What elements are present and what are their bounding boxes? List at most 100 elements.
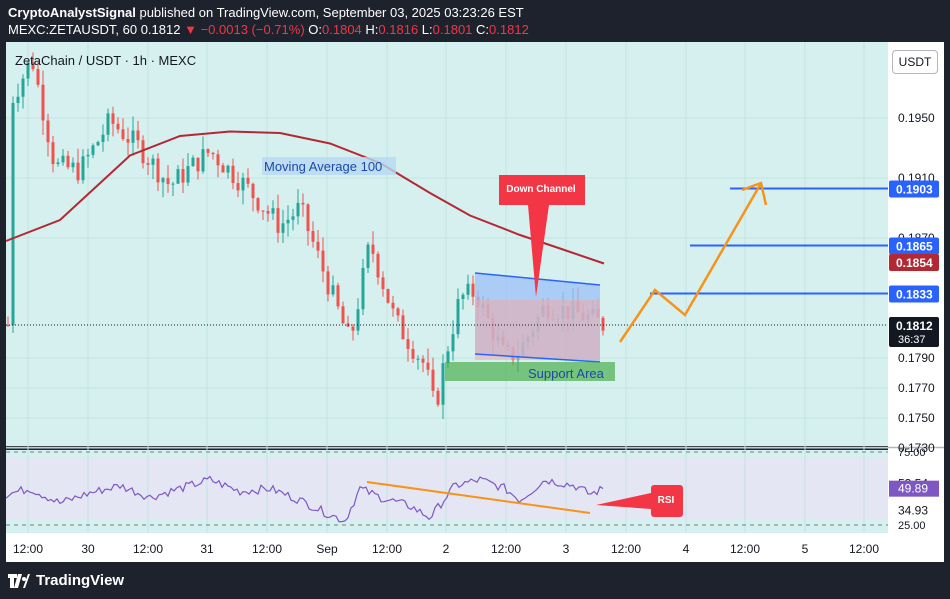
countdown-label: 36:37	[898, 334, 926, 346]
price-badge-value: 0.1903	[896, 183, 933, 197]
low-label: L:	[421, 22, 433, 37]
candle-body	[121, 129, 125, 140]
close-label: C:	[476, 22, 490, 37]
price-pane-bg	[6, 42, 888, 446]
overlays: Moving Average 100 Support Area Down Chann…	[5, 130, 888, 381]
candle-body	[76, 162, 80, 181]
candle-body	[311, 231, 315, 242]
brand-name: TradingView	[36, 572, 125, 589]
candle-body	[296, 202, 300, 217]
high-value: 0.1816	[378, 22, 419, 37]
candle-body	[196, 157, 200, 172]
price-tick-label: 0.1790	[898, 351, 935, 365]
candle-body	[56, 162, 60, 165]
candle-body	[91, 145, 95, 155]
price-tick-label: 0.1770	[898, 381, 935, 395]
candle-body	[181, 169, 185, 183]
candle-body	[256, 198, 260, 211]
header: CryptoAnalystSignal published on Trading…	[0, 0, 950, 42]
time-tick-label: 3	[563, 542, 570, 556]
candle-body	[356, 309, 360, 331]
candle-body	[21, 78, 25, 97]
candle-body	[446, 351, 450, 364]
price-change: −0.0013 (−0.71%)	[200, 22, 305, 37]
candle-body	[306, 204, 310, 232]
candle-body	[416, 358, 420, 360]
down-channel-callout	[499, 175, 585, 297]
time-tick-label: 31	[200, 542, 214, 556]
time-tick-label: 12:00	[491, 542, 521, 556]
candle-body	[246, 177, 250, 184]
candle-body	[366, 244, 370, 268]
time-tick-label: 12:00	[13, 542, 43, 556]
symbol: MEXC:ZETAUSDT, 60	[8, 22, 138, 37]
candle-body	[216, 154, 220, 166]
low-value: 0.1801	[432, 22, 473, 37]
candle-body	[41, 84, 45, 121]
currency-button[interactable]: USDT	[892, 50, 938, 74]
candle-body	[176, 169, 180, 184]
candle-body	[336, 285, 340, 307]
open-value: 0.1804	[322, 22, 362, 37]
price-tick-label: 0.1730	[898, 441, 935, 455]
rsi-trendline	[366, 481, 591, 514]
candle-body	[426, 362, 430, 370]
ma-label-bg	[262, 157, 396, 175]
chart-title: ZetaChain / USDT · 1h · MEXC	[15, 53, 196, 68]
open-label: O:	[308, 22, 323, 37]
candle-body	[431, 369, 435, 391]
projection-arrow	[618, 184, 762, 343]
candle-body	[301, 202, 305, 205]
published-text: published on TradingView.com, September …	[135, 5, 524, 20]
moving-average-100-line	[5, 130, 605, 265]
rsi-badge-value: 49.89	[898, 482, 928, 496]
candle-body	[316, 241, 320, 251]
candle-body	[141, 140, 145, 164]
candle-body	[241, 177, 245, 191]
time-axis-bg	[6, 533, 944, 562]
candle-body	[236, 183, 240, 191]
tradingview-logo[interactable]: TradingView	[8, 572, 124, 589]
price-badge	[889, 254, 939, 271]
candle-body	[191, 157, 195, 167]
price-tick-label: 0.1750	[898, 411, 935, 425]
candle-body	[291, 216, 295, 220]
rsi-badge	[889, 480, 939, 497]
time-tick-label: 4	[683, 542, 690, 556]
candle-body	[231, 165, 235, 184]
candle-body	[326, 271, 330, 295]
candle-body	[321, 250, 325, 272]
candle-body	[281, 223, 285, 233]
candle-body	[161, 178, 165, 183]
candle-body	[386, 289, 390, 303]
candle-body	[166, 178, 170, 185]
author-name[interactable]: CryptoAnalystSignal	[8, 5, 136, 20]
candle-body	[351, 326, 355, 331]
rsi-band	[6, 457, 888, 520]
candle-body	[51, 142, 55, 165]
candle-body	[26, 62, 30, 79]
time-tick-label: 12:00	[849, 542, 879, 556]
candle-body	[136, 130, 140, 141]
price-badge	[889, 317, 939, 347]
candle-body	[331, 285, 335, 295]
candle-body	[211, 152, 215, 155]
support-area-label: Support Area	[528, 366, 605, 381]
time-tick-label: 5	[802, 542, 809, 556]
high-label: H:	[365, 22, 379, 37]
rsi-callout	[596, 485, 683, 517]
candle-body	[381, 277, 385, 290]
candle-body	[186, 166, 190, 183]
price-badge	[889, 285, 939, 303]
candle-body	[601, 317, 605, 331]
candle-body	[111, 113, 115, 124]
candle-body	[171, 183, 175, 185]
candle-body	[31, 62, 35, 70]
rsi-badge	[889, 502, 939, 519]
candle-body	[456, 299, 460, 335]
price-badge	[889, 180, 939, 198]
time-tick-label: 12:00	[252, 542, 282, 556]
candle-body	[401, 315, 405, 340]
